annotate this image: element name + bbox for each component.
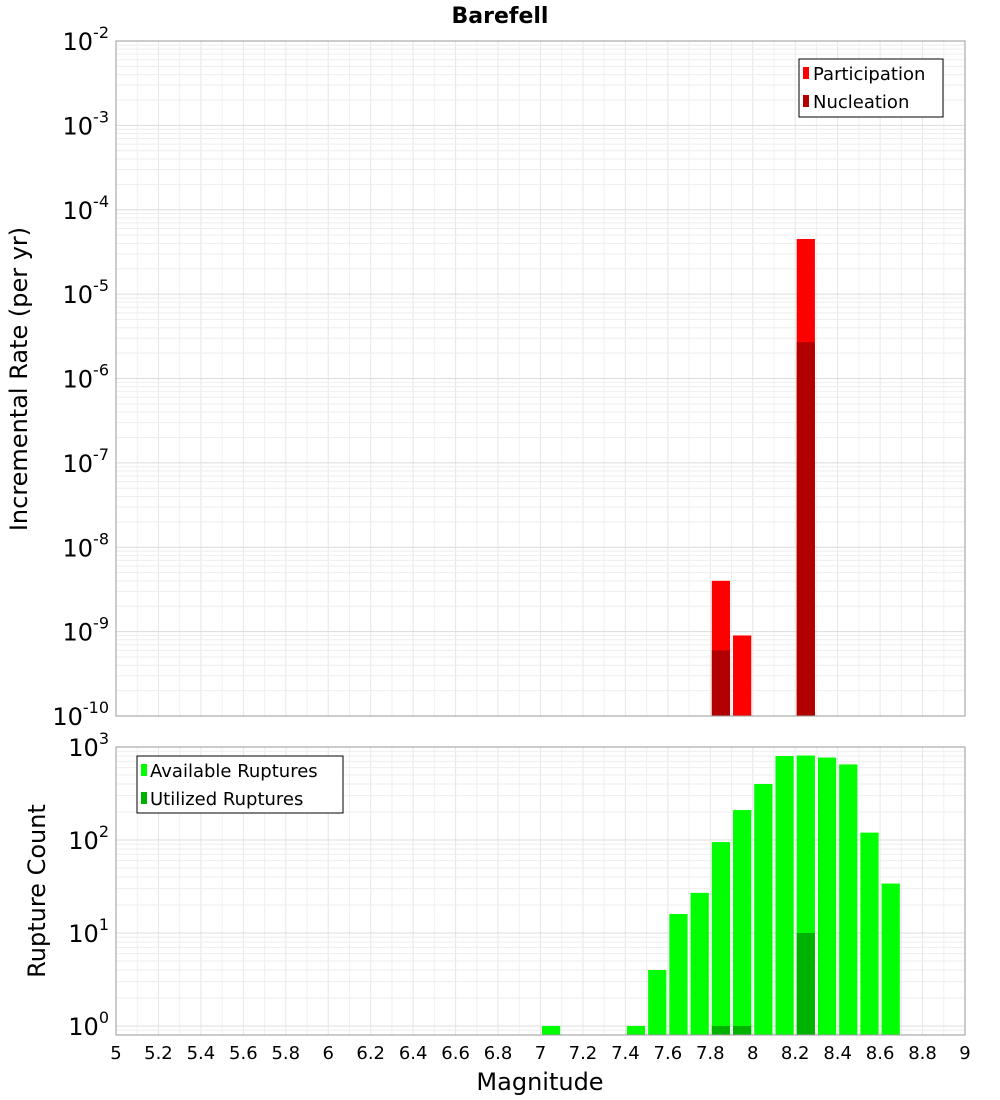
- x-tick-label: 5: [110, 1043, 121, 1064]
- top-bar-primary: [733, 635, 752, 716]
- x-tick-label: 8: [747, 1043, 758, 1064]
- bottom-bars: [542, 755, 900, 1035]
- x-tick-label: 5.8: [271, 1043, 300, 1064]
- x-tick-label: 8.4: [823, 1043, 852, 1064]
- x-tick-label: 7.4: [611, 1043, 640, 1064]
- x-tick-label: 8.6: [866, 1043, 895, 1064]
- top-bar-secondary: [711, 650, 731, 716]
- x-tick-label: 8.2: [781, 1043, 810, 1064]
- legend-swatch-utilized: [141, 792, 147, 804]
- top-y-axis-label: Incremental Rate (per yr): [5, 227, 33, 531]
- bottom-y-tick-label: 103: [68, 729, 109, 762]
- top-y-tick-label: 10-9: [63, 614, 110, 647]
- bottom-bar-secondary: [796, 932, 815, 1035]
- x-tick-label: 5.4: [187, 1043, 216, 1064]
- x-tick-label: 6.8: [484, 1043, 513, 1064]
- legend-label-nucleation: Nucleation: [813, 92, 909, 113]
- x-tick-label: 6: [323, 1043, 334, 1064]
- top-legend: Participation Nucleation: [798, 58, 944, 118]
- x-tick-label: 7.2: [569, 1043, 598, 1064]
- x-tick-label: 9: [959, 1043, 970, 1064]
- bottom-bar-primary: [839, 764, 858, 1035]
- top-legend-box: [798, 58, 944, 118]
- x-tick-label: 5.2: [144, 1043, 173, 1064]
- bottom-bar-primary: [542, 1025, 561, 1035]
- legend-swatch-available: [141, 764, 147, 776]
- x-tick-label: 6.2: [356, 1043, 385, 1064]
- bottom-bar-primary: [860, 832, 879, 1035]
- top-gridlines: [116, 41, 965, 717]
- top-y-tick-label: 10-3: [63, 107, 110, 140]
- top-y-tick-label: 10-2: [63, 23, 110, 56]
- bottom-bar-secondary: [711, 1025, 731, 1035]
- bottom-plot-frame: [115, 746, 966, 1036]
- bottom-bar-primary: [754, 784, 773, 1035]
- bottom-bar-primary: [669, 914, 688, 1035]
- top-bars: [711, 239, 815, 716]
- bottom-y-axis-label: Rupture Count: [23, 804, 51, 978]
- top-bar-secondary: [796, 342, 815, 716]
- bottom-bar-primary: [648, 969, 667, 1035]
- bottom-legend-box: [136, 755, 344, 814]
- top-y-tick-label: 10-6: [63, 361, 110, 394]
- bottom-y-ticks: 100 101 102 103: [68, 729, 109, 1041]
- top-y-tick-label: 10-5: [63, 276, 110, 309]
- bottom-legend: Available Ruptures Utilized Ruptures: [136, 755, 344, 814]
- top-y-tick-label: 10-7: [63, 445, 110, 478]
- top-panel: 10-10 10-9 10-8 10-7 10-6 10-5 10-4 10-3 10-2 In…: [5, 23, 966, 731]
- bottom-bar-primary: [711, 842, 731, 1035]
- legend-label-utilized: Utilized Ruptures: [150, 789, 303, 810]
- bottom-bar-primary: [626, 1025, 646, 1035]
- bottom-y-tick-label: 102: [68, 822, 109, 855]
- legend-label-available: Available Ruptures: [150, 761, 318, 782]
- bottom-x-ticks: 5 5.2 5.4 5.6 5.8 6 6.2 6.4 6.6 6.8 7 7.2 7.4 7.6 7.8 8…: [110, 1043, 970, 1064]
- top-y-tick-label: 10-4: [63, 192, 110, 225]
- top-plot-frame: [115, 40, 966, 717]
- chart-title: Barefell: [452, 4, 549, 29]
- bottom-y-tick-label: 100: [68, 1008, 109, 1041]
- bottom-bar-secondary: [733, 1025, 752, 1035]
- top-y-tick-label: 10-8: [63, 529, 110, 562]
- legend-label-participation: Participation: [813, 64, 925, 85]
- legend-swatch-nucleation: [803, 95, 809, 107]
- x-tick-label: 8.8: [908, 1043, 937, 1064]
- x-tick-label: 6.4: [399, 1043, 428, 1064]
- bottom-bar-primary: [690, 892, 709, 1035]
- x-tick-label: 7: [535, 1043, 546, 1064]
- bottom-bar-primary: [881, 883, 900, 1035]
- x-tick-label: 7.8: [696, 1043, 725, 1064]
- legend-swatch-participation: [803, 67, 809, 79]
- top-y-tick-label: 10-10: [52, 698, 109, 731]
- bottom-bar-primary: [733, 810, 752, 1035]
- x-tick-label: 6.6: [441, 1043, 470, 1064]
- x-tick-label: 7.6: [654, 1043, 683, 1064]
- bottom-y-tick-label: 101: [68, 915, 109, 948]
- bottom-panel: 100 101 102 103 5 5.2 5.4 5.6 5.8 6 6.2 6.4 6.6 6.8 7…: [23, 729, 971, 1096]
- x-axis-label: Magnitude: [476, 1068, 603, 1096]
- top-y-ticks: 10-10 10-9 10-8 10-7 10-6 10-5 10-4 10-3 10-2: [52, 23, 109, 731]
- x-tick-label: 5.6: [229, 1043, 258, 1064]
- bottom-bar-primary: [775, 756, 794, 1035]
- bottom-bar-primary: [817, 757, 837, 1035]
